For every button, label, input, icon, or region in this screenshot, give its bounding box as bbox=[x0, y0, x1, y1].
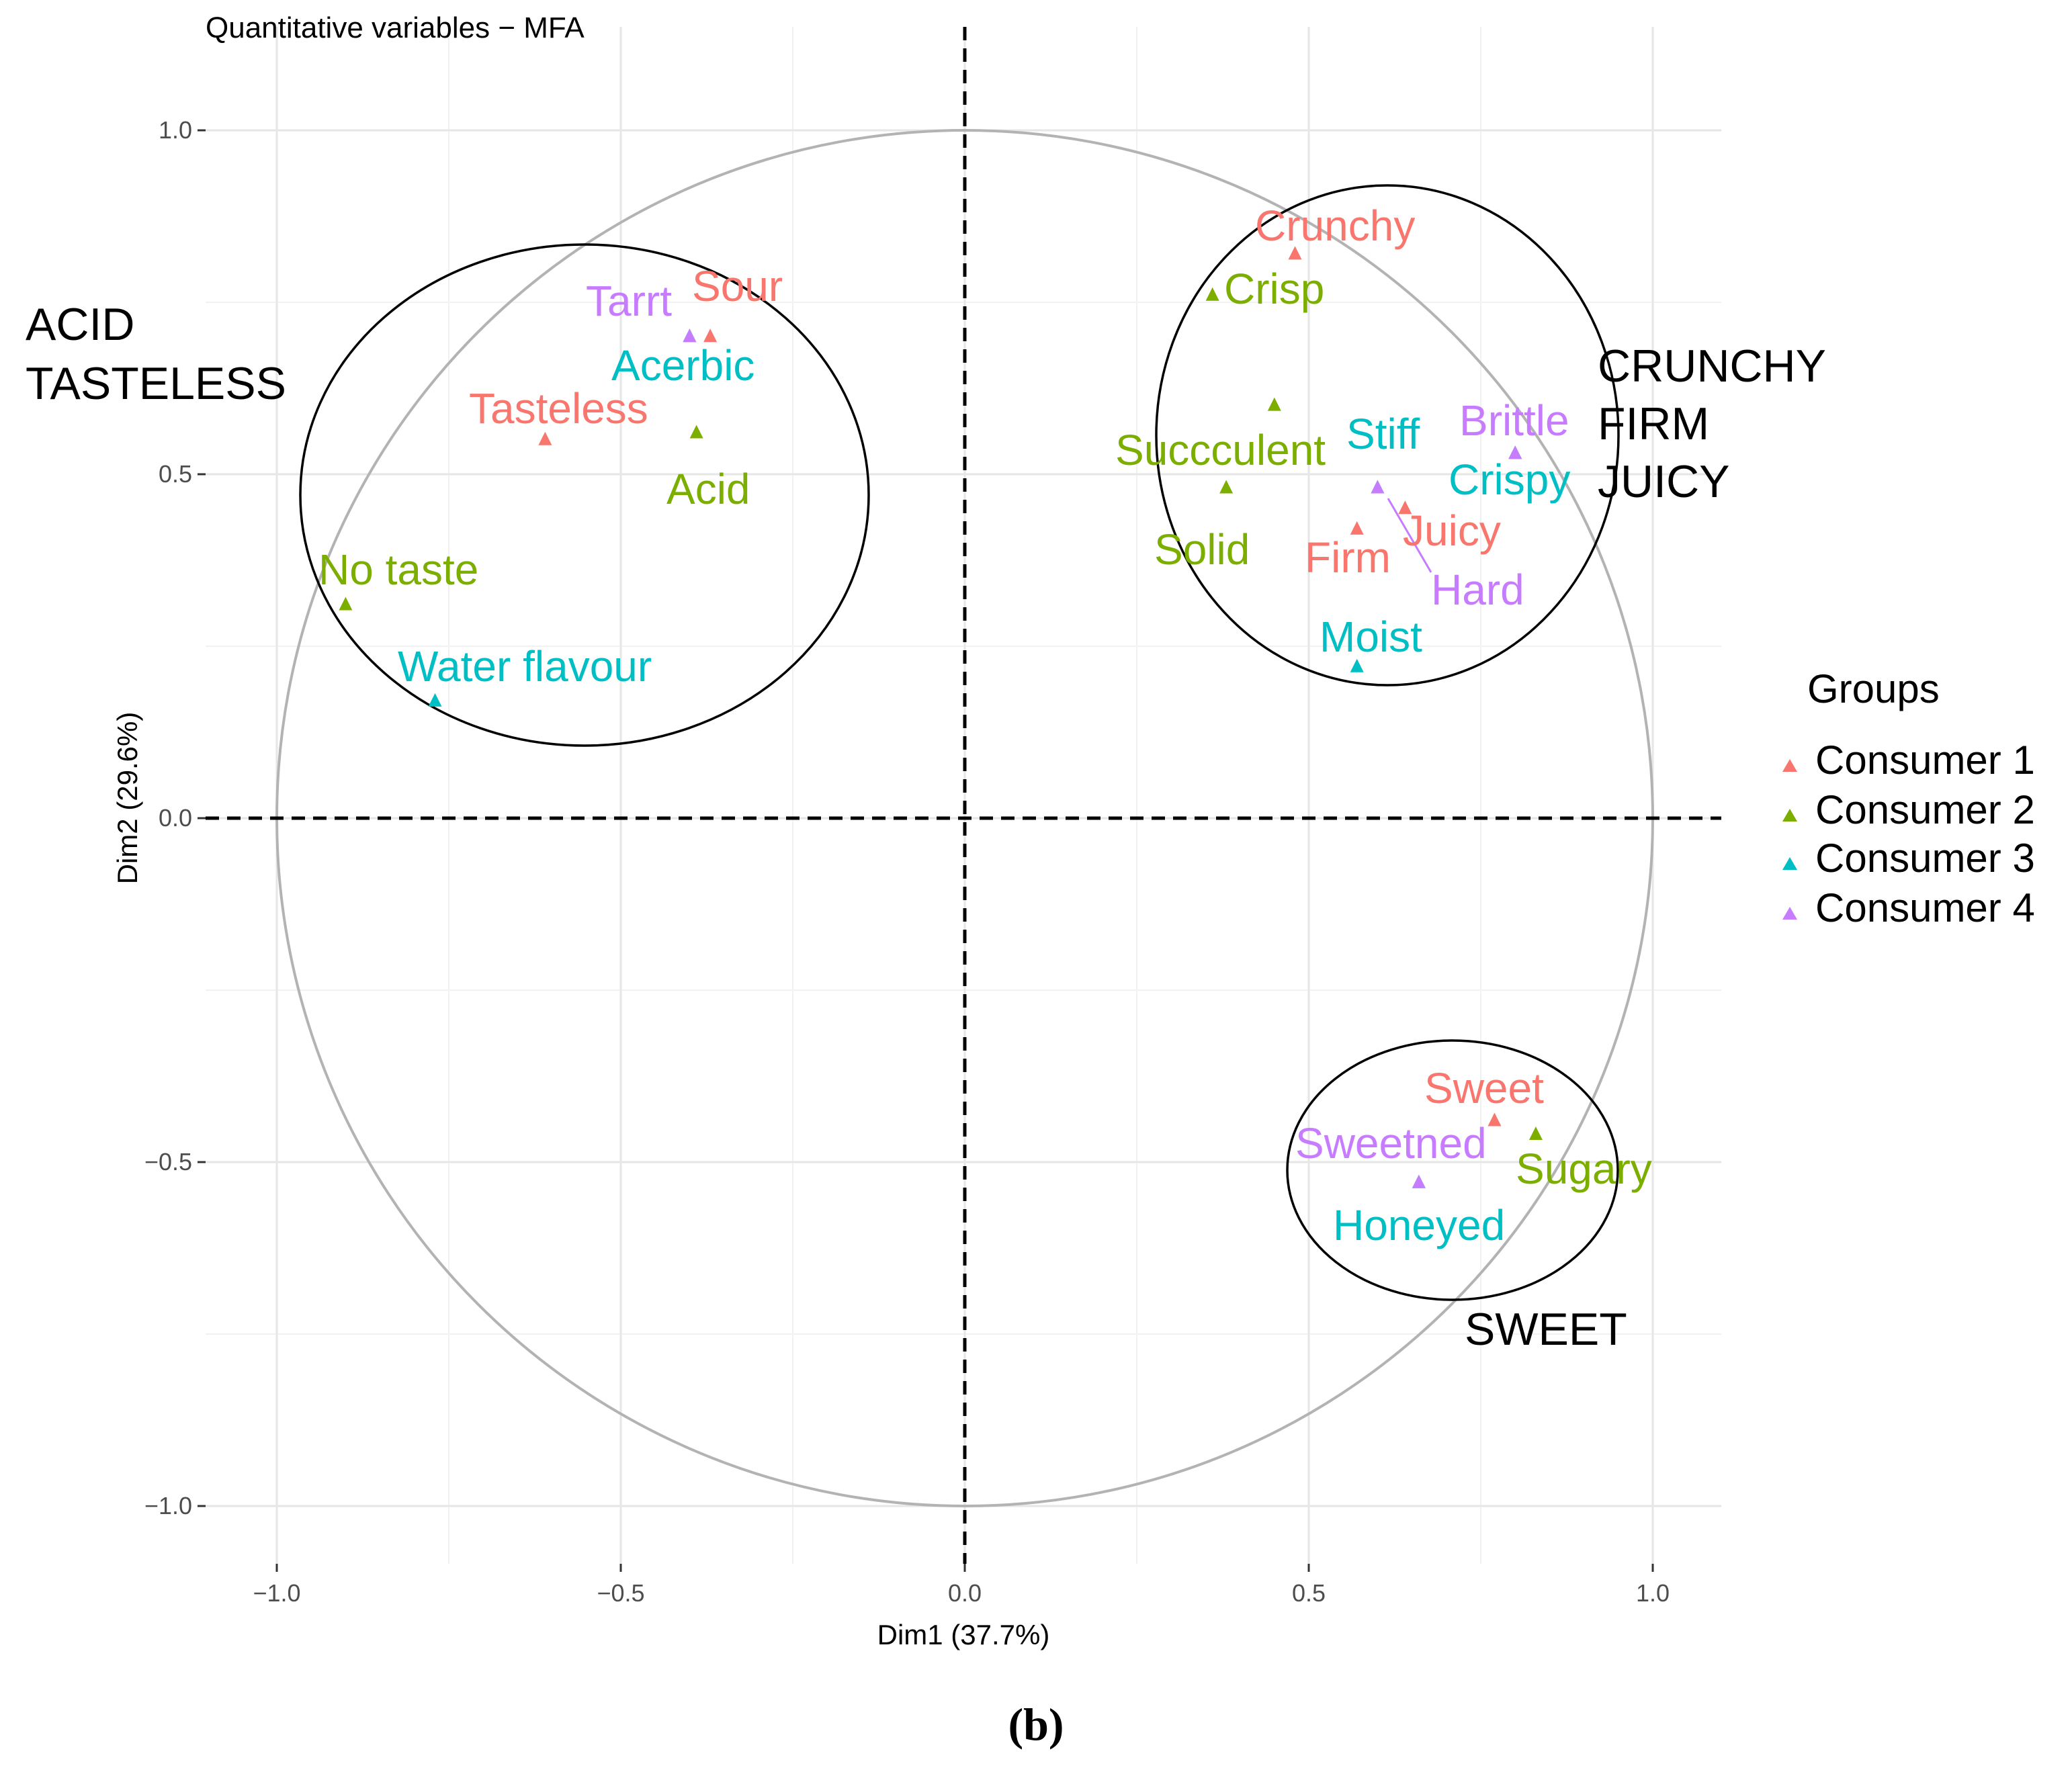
variable-points bbox=[339, 246, 1543, 1188]
legend: Groups Consumer 1 Consumer 2 Consumer 3 … bbox=[1782, 666, 2035, 930]
legend-key-consumer-2 bbox=[1782, 809, 1797, 822]
annotation-sweet: SWEET bbox=[1465, 1304, 1627, 1355]
annotation-tasteless: TASTELESS bbox=[26, 358, 286, 409]
label-crisp: Crisp bbox=[1224, 265, 1324, 313]
legend-label-consumer-4: Consumer 4 bbox=[1815, 885, 2035, 930]
legend-key-consumer-3 bbox=[1782, 857, 1797, 870]
point-water-flavour bbox=[428, 693, 442, 707]
point-firm bbox=[1350, 521, 1364, 535]
label-tasteless: Tasteless bbox=[469, 384, 648, 433]
legend-label-consumer-1: Consumer 1 bbox=[1815, 738, 2035, 783]
point-tarrt bbox=[683, 328, 697, 343]
legend-label-consumer-3: Consumer 3 bbox=[1815, 836, 2035, 881]
label-sweetned: Sweetned bbox=[1295, 1119, 1487, 1167]
y-tick-label: 0.5 bbox=[159, 460, 192, 488]
legend-item-consumer-2: Consumer 2 bbox=[1782, 787, 2035, 832]
point-crunchy bbox=[1288, 246, 1302, 260]
label-stiff: Stiff bbox=[1346, 410, 1420, 458]
x-axis-ticks: −1.0 −0.5 0.0 0.5 1.0 bbox=[253, 1564, 1670, 1607]
x-tick-label: 0.5 bbox=[1292, 1579, 1326, 1607]
y-axis-label: Dim2 (29.6%) bbox=[112, 712, 143, 885]
figure-caption: (b) bbox=[1008, 1699, 1064, 1750]
point-moist bbox=[1350, 658, 1364, 672]
point-sweetned bbox=[1412, 1174, 1426, 1188]
y-tick-label: −0.5 bbox=[144, 1148, 192, 1176]
legend-key-consumer-4 bbox=[1782, 907, 1797, 920]
point-hard bbox=[1371, 480, 1385, 494]
point-acid bbox=[689, 425, 703, 439]
label-crispy: Crispy bbox=[1449, 455, 1570, 504]
hard-leader-line bbox=[1387, 498, 1432, 573]
cluster-ellipse-acid-tasteless bbox=[299, 243, 870, 747]
label-sweet: Sweet bbox=[1424, 1064, 1544, 1112]
label-brittle: Brittle bbox=[1459, 396, 1569, 445]
label-juicy: Juicy bbox=[1403, 506, 1501, 555]
annotation-firm: FIRM bbox=[1598, 398, 1709, 449]
point-solid bbox=[1219, 480, 1234, 494]
label-moist: Moist bbox=[1320, 613, 1422, 661]
x-tick-label: −0.5 bbox=[597, 1579, 644, 1607]
annotation-crunchy: CRUNCHY bbox=[1598, 341, 1826, 392]
label-succculent: Succculent bbox=[1115, 426, 1326, 474]
label-tarrt: Tarrt bbox=[586, 277, 672, 325]
point-brittle bbox=[1508, 445, 1522, 459]
legend-key-consumer-1 bbox=[1782, 759, 1797, 772]
point-sweet bbox=[1487, 1112, 1502, 1126]
x-tick-label: −1.0 bbox=[253, 1579, 300, 1607]
point-sugary bbox=[1528, 1126, 1543, 1141]
point-succculent bbox=[1267, 397, 1281, 411]
point-tasteless bbox=[538, 431, 552, 445]
label-honeyed: Honeyed bbox=[1333, 1201, 1505, 1249]
point-juicy bbox=[1398, 500, 1412, 515]
legend-item-consumer-4: Consumer 4 bbox=[1782, 885, 2035, 930]
y-tick-label: −1.0 bbox=[144, 1492, 192, 1519]
label-water-flavour: Water flavour bbox=[398, 642, 652, 691]
label-sour: Sour bbox=[692, 262, 783, 310]
annotation-acid: ACID bbox=[26, 299, 134, 350]
point-crisp bbox=[1205, 287, 1219, 301]
y-tick-label: 1.0 bbox=[159, 116, 192, 144]
x-axis-label: Dim1 (37.7%) bbox=[877, 1619, 1050, 1650]
x-tick-label: 0.0 bbox=[948, 1579, 982, 1607]
x-tick-label: 1.0 bbox=[1636, 1579, 1670, 1607]
cluster-ellipse-crunchy-firm-juicy bbox=[1155, 184, 1620, 687]
point-no-taste bbox=[339, 596, 353, 611]
label-crunchy: Crunchy bbox=[1255, 202, 1415, 250]
label-acid: Acid bbox=[666, 465, 750, 513]
legend-item-consumer-3: Consumer 3 bbox=[1782, 836, 2035, 881]
minor-gridlines bbox=[206, 27, 1721, 1564]
chart-title: Quantitative variables − MFA bbox=[206, 11, 585, 44]
cluster-ellipse-sweet bbox=[1286, 1039, 1619, 1301]
label-sugary: Sugary bbox=[1516, 1145, 1652, 1193]
label-solid: Solid bbox=[1154, 525, 1250, 574]
legend-item-consumer-1: Consumer 1 bbox=[1782, 738, 2035, 783]
legend-label-consumer-2: Consumer 2 bbox=[1815, 787, 2035, 832]
variable-labels: Sour Tasteless Crunchy Firm Juicy Sweet … bbox=[318, 202, 1652, 1249]
label-no-taste: No taste bbox=[318, 545, 478, 594]
label-acerbic: Acerbic bbox=[611, 341, 754, 390]
y-axis-ticks: 1.0 0.5 0.0 −0.5 −1.0 bbox=[144, 116, 206, 1519]
annotation-juicy: JUICY bbox=[1598, 456, 1729, 507]
legend-title: Groups bbox=[1807, 666, 1940, 711]
label-firm: Firm bbox=[1305, 533, 1391, 582]
y-tick-label: 0.0 bbox=[159, 804, 192, 832]
label-hard: Hard bbox=[1431, 566, 1524, 614]
point-sour bbox=[703, 328, 718, 343]
